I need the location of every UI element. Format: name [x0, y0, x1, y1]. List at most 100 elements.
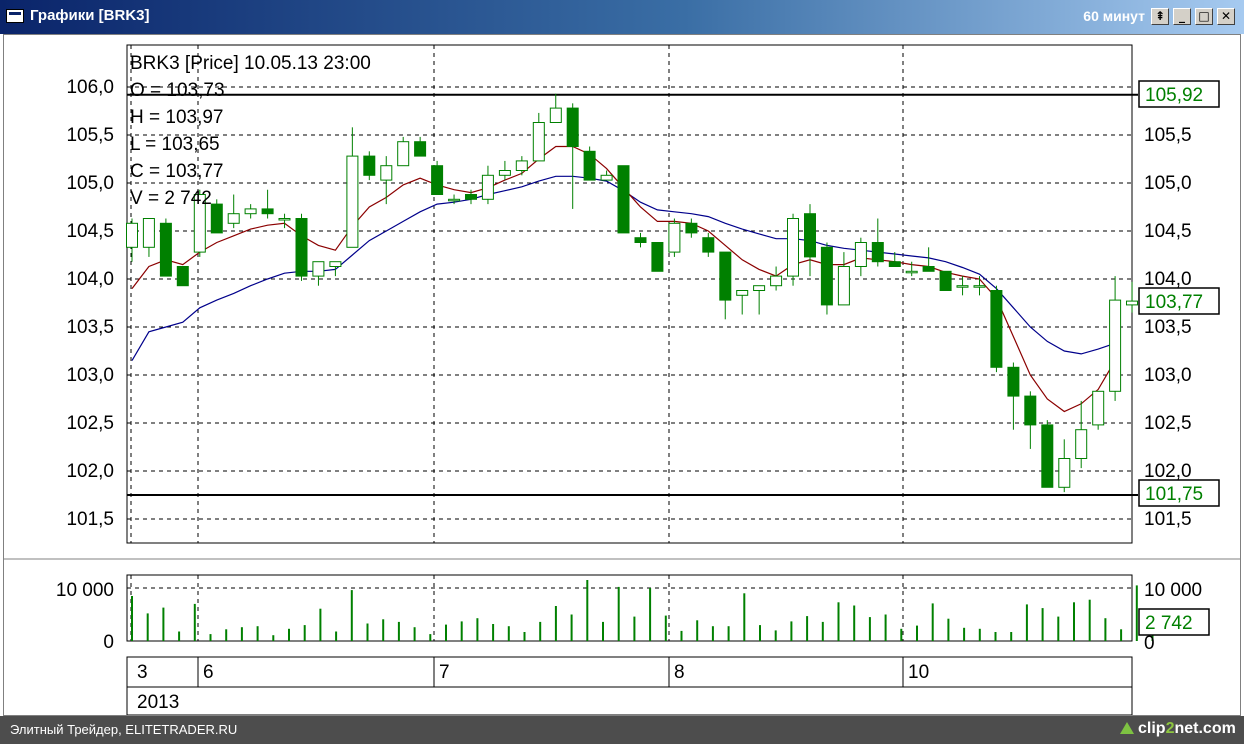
candle-body	[210, 203, 223, 234]
candle-body	[871, 242, 884, 263]
legend-header: BRK3 [Price] 10.05.13 23:00	[130, 53, 371, 74]
price-axis-left: 106,0 105,5 105,0 104,5 104,0 103,5 103,…	[66, 77, 114, 530]
candle-body	[651, 242, 664, 272]
candle	[142, 218, 155, 257]
candle	[515, 156, 528, 176]
candle	[159, 218, 172, 277]
candle-body	[227, 213, 240, 224]
candle-body	[1058, 458, 1071, 488]
candle	[397, 136, 410, 167]
candle-body	[465, 194, 477, 200]
legend-high: H = 103,97	[130, 107, 224, 128]
window-title: Графики [BRK3]	[30, 7, 150, 24]
candle	[295, 213, 308, 281]
day-label: 7	[439, 662, 450, 683]
price-tick-right: 104,5	[1144, 221, 1192, 242]
candle-body	[566, 107, 579, 147]
candle-body	[854, 242, 867, 267]
candle	[787, 213, 799, 286]
candle	[736, 290, 749, 315]
candle	[837, 252, 850, 306]
candle-body	[1041, 424, 1054, 488]
candle-body	[244, 208, 257, 215]
legend-low: L = 103,65	[130, 134, 220, 155]
candle	[702, 232, 715, 257]
price-chart[interactable]: BRK3 [Price] 10.05.13 23:00 O = 103,73 H…	[4, 35, 1240, 715]
candle-body	[481, 174, 494, 200]
candle	[922, 247, 935, 272]
interval-selector[interactable]: 60 минут	[1083, 8, 1145, 24]
candle	[176, 266, 189, 287]
volume-tick-right: 10 000	[1144, 580, 1202, 601]
candle-body	[1024, 395, 1037, 426]
candle-body	[922, 266, 935, 272]
candle-body	[1126, 300, 1138, 306]
price-tick-left: 105,5	[66, 125, 114, 146]
price-tick-right: 105,0	[1144, 173, 1192, 194]
candle	[346, 127, 359, 248]
candle	[820, 242, 833, 315]
candle	[278, 213, 291, 229]
candle	[871, 218, 884, 267]
candle-body	[193, 194, 206, 253]
candle	[363, 151, 376, 181]
candle-body	[159, 222, 172, 277]
maximize-button[interactable]: □	[1195, 8, 1213, 25]
last-price-marker-box	[1138, 287, 1220, 315]
candle	[1109, 276, 1122, 401]
candle	[566, 103, 579, 209]
candle	[193, 189, 206, 257]
price-tick-right: 102,5	[1144, 413, 1192, 434]
candle-body	[414, 141, 427, 157]
candle	[888, 252, 901, 267]
candle	[905, 261, 918, 277]
candle	[1075, 400, 1088, 469]
candle-body	[820, 246, 833, 306]
candle	[1041, 420, 1054, 488]
candle-body	[736, 290, 749, 296]
logo-arrow-icon	[1120, 722, 1134, 734]
price-tick-left: 106,0	[66, 77, 114, 98]
candle	[685, 218, 698, 238]
candle-body	[346, 155, 359, 248]
candle-body	[312, 261, 325, 277]
candle	[668, 218, 681, 257]
candle-body	[905, 270, 918, 274]
volume-tick-left: 10 000	[56, 580, 114, 601]
candle-body	[431, 165, 444, 195]
day-label: 6	[203, 662, 214, 683]
volume-panel-frame	[126, 574, 1133, 642]
chart-window-icon	[6, 9, 24, 23]
close-button[interactable]: ✕	[1217, 8, 1235, 25]
day-label: 8	[674, 662, 685, 683]
candle-body	[753, 285, 766, 291]
candle	[651, 242, 664, 272]
candle-body	[939, 270, 952, 292]
candle	[973, 276, 986, 296]
candle	[854, 237, 867, 277]
candle-body	[363, 155, 376, 176]
candle	[1092, 390, 1105, 430]
minimize-button[interactable]: _	[1173, 8, 1191, 25]
candle	[939, 270, 952, 292]
candle-body	[261, 208, 274, 215]
price-tick-left: 103,0	[66, 365, 114, 386]
chart-window[interactable]: BRK3 [Price] 10.05.13 23:00 O = 103,73 H…	[3, 34, 1241, 716]
candle-body	[142, 218, 155, 248]
title-bar[interactable]: Графики [BRK3] 60 минут ⇞ _ □ ✕	[0, 0, 1244, 34]
candle-body	[956, 285, 969, 288]
price-tick-right: 103,5	[1144, 317, 1192, 338]
grid	[4, 44, 1240, 715]
price-tick-left: 105,0	[66, 173, 114, 194]
pin-button[interactable]: ⇞	[1151, 8, 1169, 25]
candle	[329, 261, 342, 277]
candle	[583, 146, 596, 181]
candle	[753, 285, 766, 315]
price-tick-left: 101,5	[66, 509, 114, 530]
price-tick-right: 105,5	[1144, 125, 1192, 146]
logo-text-2: 2	[1165, 720, 1175, 737]
candle	[770, 266, 783, 291]
candle-body	[787, 218, 799, 277]
candle	[617, 165, 630, 234]
candle-body	[702, 237, 715, 253]
